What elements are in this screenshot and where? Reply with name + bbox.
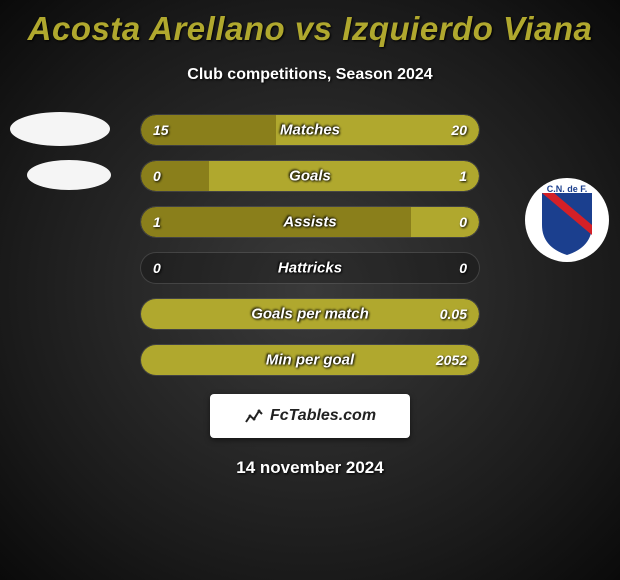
bar-left [141,207,411,237]
brand-icon [244,406,264,426]
value-left: 0 [153,260,161,276]
value-right: 2052 [436,352,467,368]
value-left: 15 [153,122,169,138]
page-title: Acosta Arellano vs Izquierdo Viana [0,0,620,48]
value-right: 0 [459,260,467,276]
subtitle: Club competitions, Season 2024 [0,66,620,84]
stat-row: 10Assists [140,206,480,238]
brand-text: FcTables.com [270,407,376,425]
right-club-badge: C.N. de F. [522,175,612,265]
bar-right [411,207,479,237]
value-right: 20 [451,122,467,138]
value-right: 1 [459,168,467,184]
date-text: 14 november 2024 [0,458,620,478]
bar-right [209,161,479,191]
stat-label: Hattricks [141,260,479,277]
left-club-placeholder [15,112,105,202]
bar-right [141,299,479,329]
value-right: 0.05 [440,306,467,322]
bar-right [141,345,479,375]
brand-badge: FcTables.com [210,394,410,438]
badge-text: C.N. de F. [547,184,588,194]
value-left: 0 [153,168,161,184]
value-right: 0 [459,214,467,230]
stat-row: 2052Min per goal [140,344,480,376]
comparison-chart: 1520Matches01Goals10Assists00Hattricks0.… [140,114,480,376]
stat-row: 0 0Hattricks [140,252,480,284]
value-left: 1 [153,214,161,230]
stat-row: 01Goals [140,160,480,192]
stat-row: 1520Matches [140,114,480,146]
bar-left [141,161,209,191]
stat-row: 0.05Goals per match [140,298,480,330]
bar-right [276,115,479,145]
